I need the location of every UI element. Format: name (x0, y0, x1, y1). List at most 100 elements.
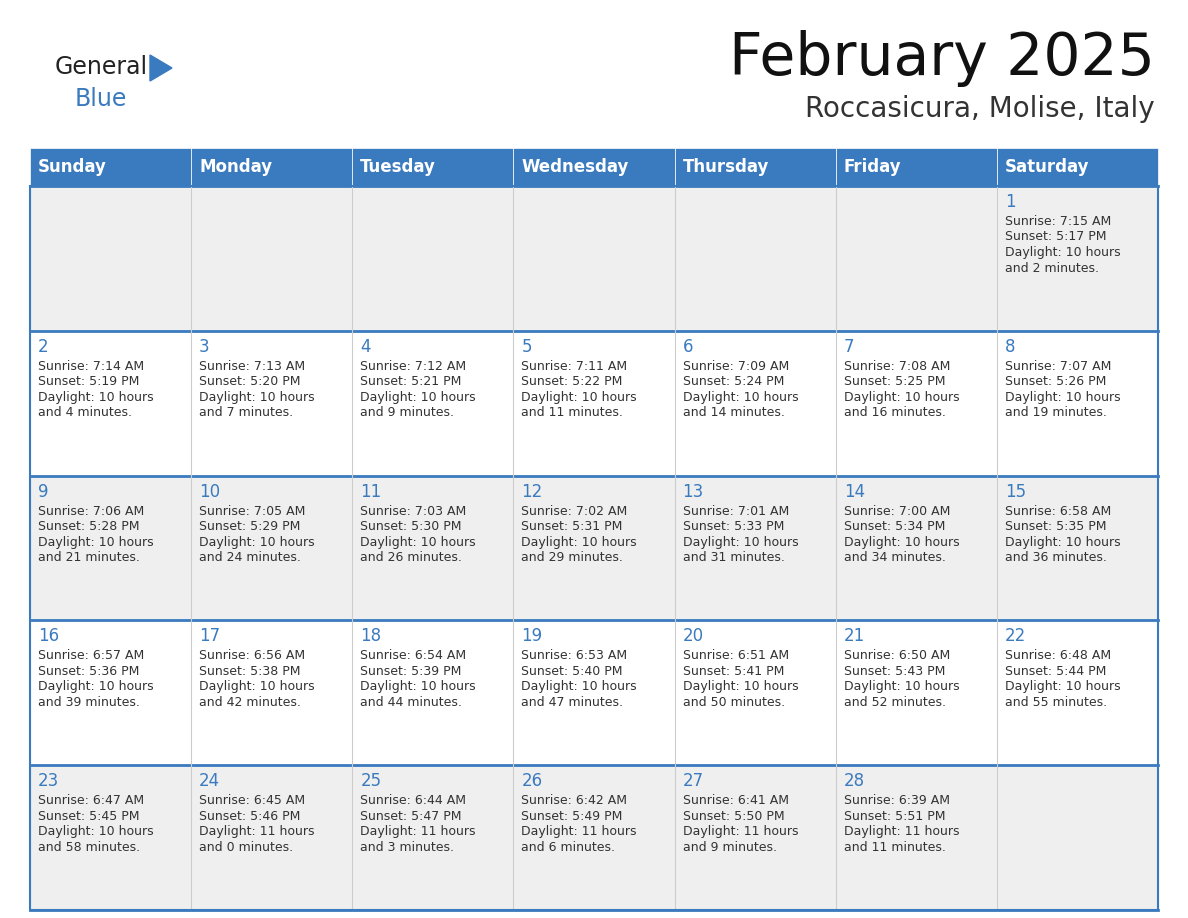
Text: Sunset: 5:36 PM: Sunset: 5:36 PM (38, 665, 139, 677)
Text: Daylight: 10 hours: Daylight: 10 hours (522, 680, 637, 693)
Text: 28: 28 (843, 772, 865, 790)
Text: Sunset: 5:46 PM: Sunset: 5:46 PM (200, 810, 301, 823)
Text: and 9 minutes.: and 9 minutes. (360, 407, 454, 420)
Text: 13: 13 (683, 483, 703, 500)
Text: Daylight: 10 hours: Daylight: 10 hours (843, 391, 960, 404)
Bar (513, 621, 675, 766)
Bar (30, 621, 191, 766)
Text: and 0 minutes.: and 0 minutes. (200, 841, 293, 854)
Text: Sunrise: 7:05 AM: Sunrise: 7:05 AM (200, 505, 305, 518)
Text: Sunset: 5:35 PM: Sunset: 5:35 PM (1005, 521, 1106, 533)
Text: Daylight: 10 hours: Daylight: 10 hours (1005, 680, 1120, 693)
Bar (191, 476, 353, 621)
Text: Daylight: 10 hours: Daylight: 10 hours (683, 680, 798, 693)
Text: 16: 16 (38, 627, 59, 645)
Text: Sunrise: 6:58 AM: Sunrise: 6:58 AM (1005, 505, 1111, 518)
Text: 26: 26 (522, 772, 543, 790)
Bar (191, 186, 353, 330)
Text: Sunrise: 6:56 AM: Sunrise: 6:56 AM (200, 649, 305, 663)
Bar (30, 766, 191, 910)
Text: 4: 4 (360, 338, 371, 356)
Text: Sunrise: 7:06 AM: Sunrise: 7:06 AM (38, 505, 144, 518)
Text: Daylight: 10 hours: Daylight: 10 hours (38, 535, 153, 549)
Bar (191, 766, 353, 910)
Text: Sunrise: 7:01 AM: Sunrise: 7:01 AM (683, 505, 789, 518)
Bar (675, 186, 835, 330)
Text: Sunrise: 6:44 AM: Sunrise: 6:44 AM (360, 794, 466, 807)
Bar (353, 476, 513, 621)
Bar (513, 330, 675, 476)
Text: and 36 minutes.: and 36 minutes. (1005, 551, 1107, 564)
Text: Sunset: 5:38 PM: Sunset: 5:38 PM (200, 665, 301, 677)
Text: Daylight: 10 hours: Daylight: 10 hours (1005, 391, 1120, 404)
Text: Monday: Monday (200, 158, 272, 176)
Text: and 9 minutes.: and 9 minutes. (683, 841, 777, 854)
Bar (191, 621, 353, 766)
Text: Sunset: 5:28 PM: Sunset: 5:28 PM (38, 521, 139, 533)
Bar (30, 148, 191, 186)
Text: Sunrise: 6:48 AM: Sunrise: 6:48 AM (1005, 649, 1111, 663)
Text: and 50 minutes.: and 50 minutes. (683, 696, 785, 709)
Text: 23: 23 (38, 772, 59, 790)
Text: and 7 minutes.: and 7 minutes. (200, 407, 293, 420)
Text: and 16 minutes.: and 16 minutes. (843, 407, 946, 420)
Text: General: General (55, 55, 148, 79)
Text: Daylight: 10 hours: Daylight: 10 hours (683, 535, 798, 549)
Text: Sunset: 5:50 PM: Sunset: 5:50 PM (683, 810, 784, 823)
Text: Daylight: 10 hours: Daylight: 10 hours (360, 535, 476, 549)
Bar (513, 476, 675, 621)
Text: Daylight: 10 hours: Daylight: 10 hours (200, 680, 315, 693)
Text: and 3 minutes.: and 3 minutes. (360, 841, 454, 854)
Text: Sunset: 5:40 PM: Sunset: 5:40 PM (522, 665, 623, 677)
Text: Sunrise: 6:41 AM: Sunrise: 6:41 AM (683, 794, 789, 807)
Text: and 29 minutes.: and 29 minutes. (522, 551, 624, 564)
Text: Sunset: 5:45 PM: Sunset: 5:45 PM (38, 810, 139, 823)
Bar (30, 186, 1158, 910)
Text: 15: 15 (1005, 483, 1026, 500)
Bar (30, 186, 191, 330)
Text: 17: 17 (200, 627, 220, 645)
Text: and 24 minutes.: and 24 minutes. (200, 551, 301, 564)
Bar (675, 621, 835, 766)
Text: Sunrise: 7:15 AM: Sunrise: 7:15 AM (1005, 215, 1111, 228)
Text: and 4 minutes.: and 4 minutes. (38, 407, 132, 420)
Text: Sunset: 5:19 PM: Sunset: 5:19 PM (38, 375, 139, 388)
Text: and 42 minutes.: and 42 minutes. (200, 696, 301, 709)
Text: Sunrise: 6:51 AM: Sunrise: 6:51 AM (683, 649, 789, 663)
Text: Daylight: 10 hours: Daylight: 10 hours (522, 391, 637, 404)
Text: and 58 minutes.: and 58 minutes. (38, 841, 140, 854)
Text: 18: 18 (360, 627, 381, 645)
Text: Daylight: 10 hours: Daylight: 10 hours (522, 535, 637, 549)
Text: and 2 minutes.: and 2 minutes. (1005, 262, 1099, 274)
Text: Daylight: 10 hours: Daylight: 10 hours (1005, 535, 1120, 549)
Text: 2: 2 (38, 338, 49, 356)
Text: and 6 minutes.: and 6 minutes. (522, 841, 615, 854)
Text: 24: 24 (200, 772, 220, 790)
Text: Daylight: 10 hours: Daylight: 10 hours (360, 680, 476, 693)
Bar (353, 186, 513, 330)
Text: Sunrise: 6:47 AM: Sunrise: 6:47 AM (38, 794, 144, 807)
Text: Sunset: 5:44 PM: Sunset: 5:44 PM (1005, 665, 1106, 677)
Text: Sunrise: 7:07 AM: Sunrise: 7:07 AM (1005, 360, 1111, 373)
Text: Saturday: Saturday (1005, 158, 1089, 176)
Text: Sunset: 5:30 PM: Sunset: 5:30 PM (360, 521, 462, 533)
Text: 27: 27 (683, 772, 703, 790)
Text: Daylight: 10 hours: Daylight: 10 hours (200, 391, 315, 404)
Bar (997, 476, 1158, 621)
Text: Roccasicura, Molise, Italy: Roccasicura, Molise, Italy (805, 95, 1155, 123)
Text: and 52 minutes.: and 52 minutes. (843, 696, 946, 709)
Text: Sunset: 5:17 PM: Sunset: 5:17 PM (1005, 230, 1106, 243)
Bar (191, 330, 353, 476)
Text: 7: 7 (843, 338, 854, 356)
Text: Sunrise: 7:13 AM: Sunrise: 7:13 AM (200, 360, 305, 373)
Text: Sunrise: 7:03 AM: Sunrise: 7:03 AM (360, 505, 467, 518)
Text: and 26 minutes.: and 26 minutes. (360, 551, 462, 564)
Text: Sunset: 5:22 PM: Sunset: 5:22 PM (522, 375, 623, 388)
Bar (835, 621, 997, 766)
Bar (997, 621, 1158, 766)
Text: Sunrise: 6:50 AM: Sunrise: 6:50 AM (843, 649, 950, 663)
Text: Blue: Blue (75, 87, 127, 111)
Text: and 39 minutes.: and 39 minutes. (38, 696, 140, 709)
Text: Sunrise: 6:42 AM: Sunrise: 6:42 AM (522, 794, 627, 807)
Text: 11: 11 (360, 483, 381, 500)
